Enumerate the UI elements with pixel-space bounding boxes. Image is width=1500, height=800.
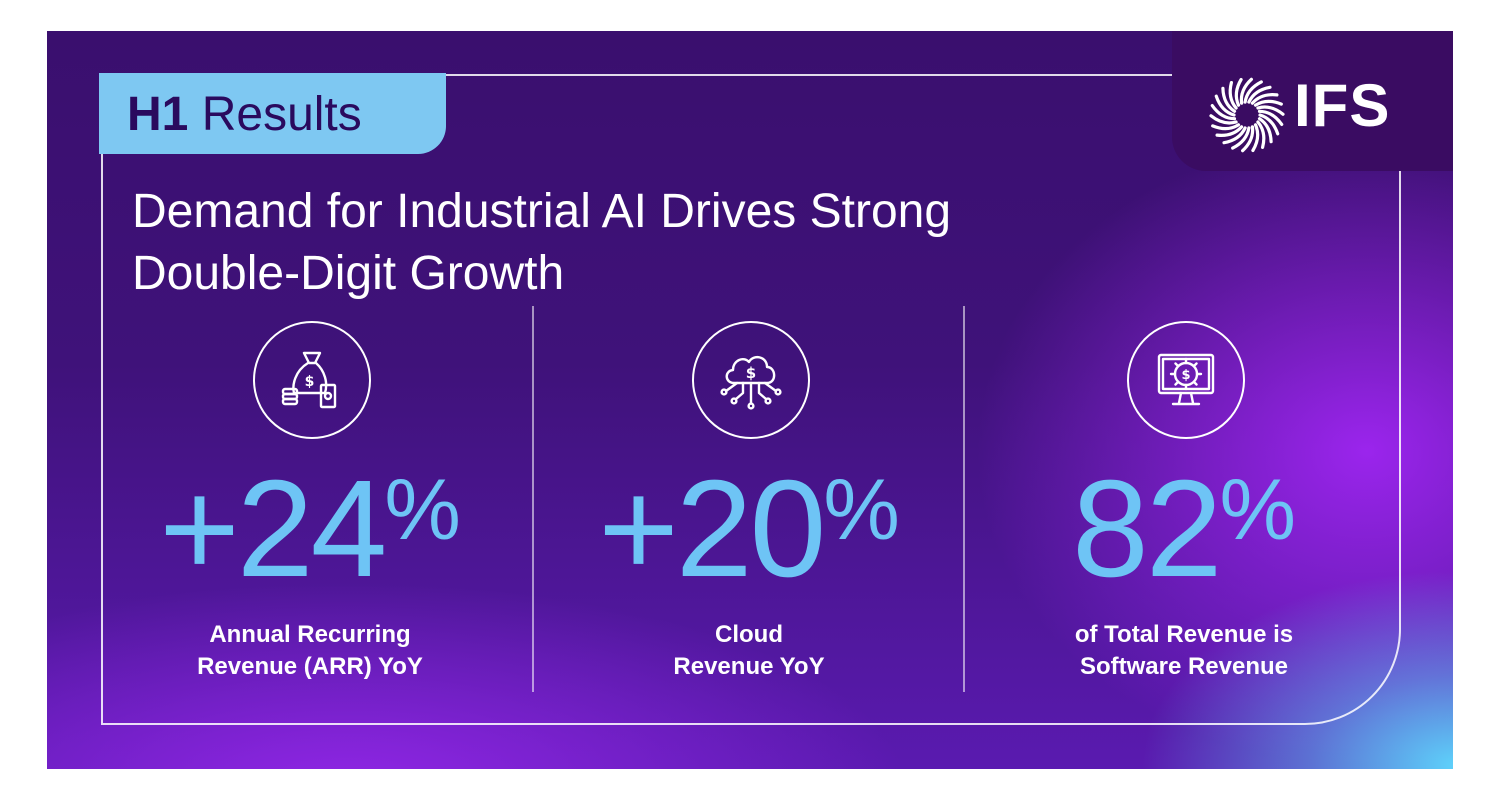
logo-ray bbox=[1209, 114, 1238, 125]
cloud-dollar-icon: $ bbox=[692, 321, 810, 439]
results-tag-text: H1 Results bbox=[127, 87, 362, 142]
tag-rest: Results bbox=[201, 88, 362, 141]
logo-ray bbox=[1210, 104, 1237, 121]
ifs-burst-logo-icon bbox=[1209, 77, 1285, 153]
logo-ray bbox=[1211, 123, 1241, 131]
logo-ray bbox=[1234, 77, 1243, 107]
logo-ray bbox=[1222, 126, 1247, 145]
logo-ray bbox=[1214, 94, 1236, 117]
stat-software-label: of Total Revenue is Software Revenue bbox=[969, 619, 1399, 683]
logo-ray bbox=[1256, 105, 1285, 116]
stat-cloud-number: +20 bbox=[598, 452, 826, 606]
stat-arr: $ +24% Annual Recurring Revenue (ARR) YoY bbox=[95, 321, 525, 681]
monitor-gear-dollar-icon: $ bbox=[1127, 321, 1245, 439]
banner-frame bbox=[101, 74, 1401, 725]
stat-software-label-line2: Software Revenue bbox=[1079, 653, 1289, 680]
divider-1 bbox=[532, 306, 534, 692]
stat-arr-label-line2: Revenue (ARR) YoY bbox=[197, 653, 423, 680]
results-tag bbox=[99, 73, 446, 154]
tag-bold: H1 bbox=[127, 88, 189, 141]
logo-ray bbox=[1250, 93, 1279, 105]
svg-text:$: $ bbox=[1181, 368, 1190, 383]
logo-ray bbox=[1241, 125, 1255, 153]
svg-text:$: $ bbox=[305, 374, 315, 390]
stat-software: $ 82% of Total Revenue is Software Revenu… bbox=[969, 321, 1399, 681]
logo-ray bbox=[1257, 109, 1284, 126]
stat-arr-value: +24% bbox=[95, 449, 525, 609]
logo-ray bbox=[1257, 117, 1273, 144]
divider-2 bbox=[963, 306, 965, 692]
svg-text:$: $ bbox=[746, 364, 756, 382]
stat-arr-number: +24 bbox=[159, 452, 387, 606]
logo-ray bbox=[1256, 120, 1266, 149]
money-bag-icon: $ bbox=[253, 321, 371, 439]
logo-ray bbox=[1253, 99, 1283, 107]
logo-ray bbox=[1243, 80, 1263, 104]
stat-cloud-label-line2: Revenue YoY bbox=[673, 653, 825, 680]
stat-software-value: 82% bbox=[969, 449, 1399, 609]
headline: Demand for Industrial AI Drives Strong D… bbox=[132, 185, 952, 300]
stat-cloud-label-line1: Cloud bbox=[715, 621, 783, 648]
logo-ray bbox=[1239, 77, 1253, 105]
stat-arr-label-line1: Annual Recurring bbox=[209, 621, 411, 648]
logo-ray bbox=[1228, 81, 1238, 110]
logo-ray bbox=[1258, 113, 1280, 136]
ifs-logo-text: IFS bbox=[1294, 72, 1391, 139]
stat-cloud: $ +20% Cloud Revenue YoY bbox=[534, 321, 964, 681]
logo-ray bbox=[1231, 126, 1251, 150]
stat-arr-label: Annual Recurring Revenue (ARR) YoY bbox=[95, 619, 525, 683]
logo-ray bbox=[1247, 85, 1272, 104]
stat-arr-unit: % bbox=[384, 462, 461, 558]
stat-software-number: 82 bbox=[1072, 452, 1222, 606]
results-banner: H1 Results IFS Demand for Industrial AI … bbox=[47, 31, 1453, 769]
logo-ray bbox=[1215, 125, 1244, 137]
stat-software-label-line1: of Total Revenue is bbox=[1074, 621, 1294, 648]
stat-cloud-unit: % bbox=[823, 462, 900, 558]
stat-cloud-value: +20% bbox=[534, 449, 964, 609]
stat-software-unit: % bbox=[1219, 462, 1296, 558]
logo-ray bbox=[1221, 86, 1237, 113]
logo-ray bbox=[1251, 123, 1260, 153]
stat-cloud-label: Cloud Revenue YoY bbox=[534, 619, 964, 683]
